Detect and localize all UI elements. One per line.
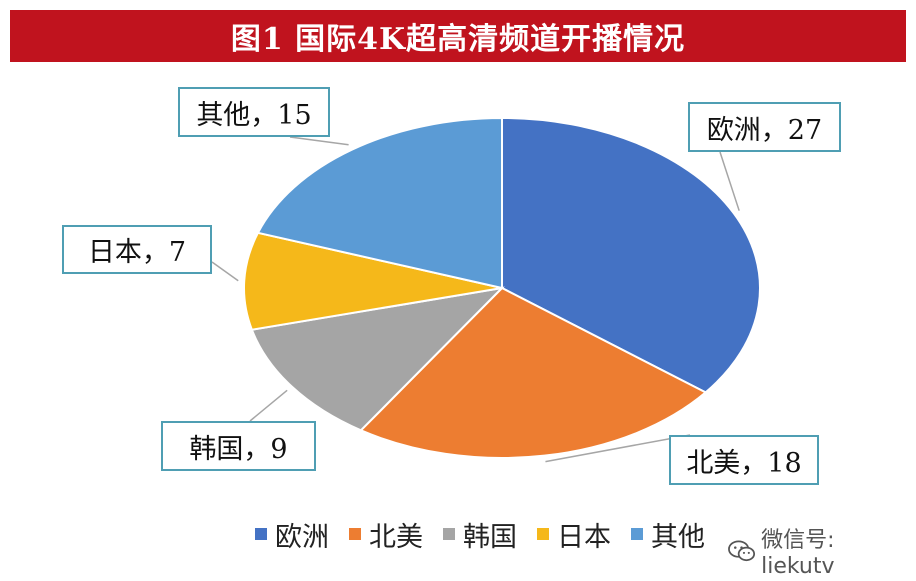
legend-swatch (443, 528, 455, 540)
leader-line-korea (249, 389, 288, 422)
legend-label: 欧洲 (275, 521, 329, 553)
legend-item-japan: 日本 (537, 515, 611, 554)
legend-label: 其他 (651, 521, 705, 553)
data-label-korea: 韩国，9 (161, 421, 316, 471)
chart-title: 图1 国际4K超高清频道开播情况 (10, 10, 906, 62)
data-label-japan: 日本，7 (62, 225, 212, 274)
legend-label: 韩国 (463, 521, 517, 553)
data-label-north-america: 北美，18 (669, 435, 819, 485)
legend-label: 北美 (369, 521, 423, 553)
legend-item-north-america: 北美 (349, 515, 423, 554)
leader-lines (211, 136, 740, 463)
leader-line-north-america (545, 434, 691, 463)
wechat-icon (728, 539, 756, 561)
legend-item-korea: 韩国 (443, 515, 517, 554)
leader-line-other (289, 136, 349, 146)
pie-slice-japan (243, 231, 503, 331)
watermark-text: 微信号: liekutv (761, 528, 835, 579)
pie-slices (243, 116, 761, 459)
pie-slice-north-america (359, 286, 708, 459)
legend-swatch (631, 528, 643, 540)
legend-swatch (537, 528, 549, 540)
pie-slice-other (256, 116, 503, 290)
legend-label: 日本 (557, 521, 611, 553)
leader-line-europe (719, 151, 740, 211)
leader-line-japan (211, 261, 239, 282)
pie-slice-korea (250, 286, 505, 432)
data-label-europe: 欧洲，27 (688, 102, 841, 152)
legend-item-other: 其他 (631, 515, 705, 554)
legend-swatch (349, 528, 361, 540)
legend: 欧洲 北美 韩国 日本 其他 (255, 512, 725, 556)
data-label-other: 其他，15 (178, 87, 330, 137)
pie-slice-europe (501, 116, 761, 394)
legend-swatch (255, 528, 267, 540)
legend-item-europe: 欧洲 (255, 515, 329, 554)
watermark: 微信号: liekutv (722, 520, 916, 581)
